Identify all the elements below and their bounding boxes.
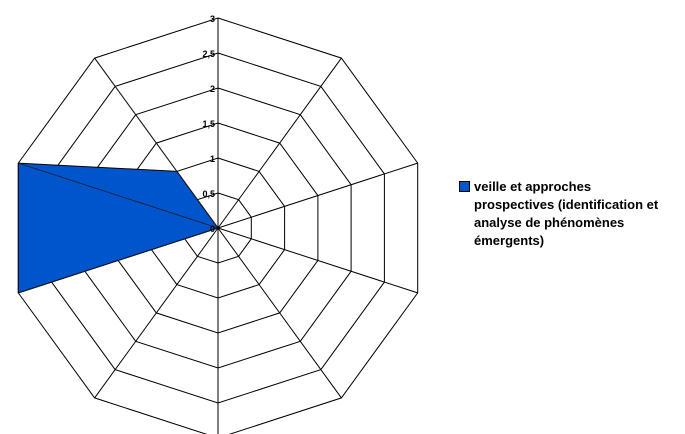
tick-label-3: 1,5: [202, 119, 215, 129]
spoke-1: [217, 57, 342, 229]
tick-label-1: 0,5: [202, 189, 215, 199]
grid-ring-6: [17, 17, 419, 434]
series-area-1: [17, 162, 219, 294]
spoke-4: [217, 227, 342, 399]
tick-label-2: 1: [210, 154, 215, 164]
spoke-overlay-8: [18, 162, 219, 229]
spoke-3: [217, 227, 418, 294]
legend-swatch: [459, 181, 470, 192]
tick-label-0: 0: [210, 224, 215, 234]
spoke-2: [217, 162, 418, 229]
radar-tick-labels: 0 0,5 1 1,5 2 2,5 3: [202, 14, 215, 234]
spoke-overlay-9: [94, 57, 219, 229]
radar-axes: [18, 57, 219, 294]
legend-label-series-1: veille et approches prospectives (identi…: [474, 179, 659, 248]
spoke-overlay-7: [18, 227, 219, 294]
tick-label-5: 2,5: [202, 49, 215, 59]
radar-series: [17, 162, 219, 294]
spoke-6: [94, 227, 219, 399]
tick-label-4: 2: [210, 84, 215, 94]
legend: veille et approches prospectives (identi…: [459, 178, 674, 250]
tick-label-6: 3: [210, 14, 215, 24]
